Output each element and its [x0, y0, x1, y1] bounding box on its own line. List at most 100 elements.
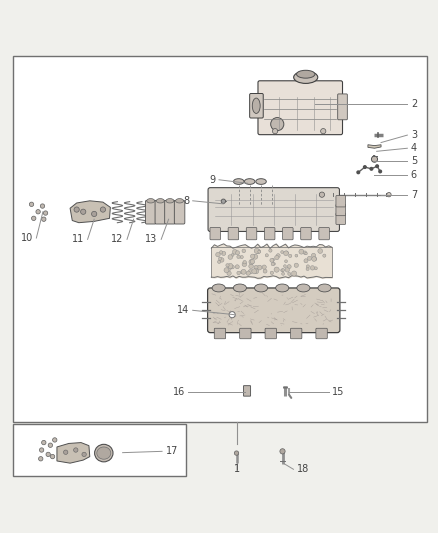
FancyBboxPatch shape: [246, 228, 257, 240]
Circle shape: [224, 268, 229, 273]
Circle shape: [233, 249, 237, 254]
Bar: [13, 424, 186, 476]
Ellipse shape: [318, 284, 331, 292]
FancyBboxPatch shape: [301, 228, 311, 240]
Circle shape: [323, 254, 326, 257]
Ellipse shape: [97, 447, 111, 459]
Circle shape: [307, 256, 311, 261]
Circle shape: [283, 265, 286, 268]
Circle shape: [243, 261, 246, 264]
Circle shape: [299, 249, 304, 254]
Circle shape: [306, 268, 309, 271]
Circle shape: [285, 251, 288, 255]
Text: 5: 5: [411, 156, 417, 166]
Ellipse shape: [256, 179, 266, 184]
Circle shape: [237, 255, 240, 259]
Circle shape: [312, 256, 316, 261]
FancyBboxPatch shape: [290, 328, 302, 339]
Circle shape: [272, 259, 275, 261]
Circle shape: [285, 260, 287, 263]
Ellipse shape: [233, 179, 244, 184]
Ellipse shape: [233, 284, 247, 292]
Circle shape: [305, 252, 307, 255]
Circle shape: [318, 249, 323, 253]
Circle shape: [29, 202, 34, 206]
Circle shape: [272, 128, 278, 134]
Circle shape: [254, 248, 259, 254]
FancyBboxPatch shape: [208, 188, 339, 231]
Circle shape: [42, 217, 46, 221]
Circle shape: [240, 255, 243, 259]
Ellipse shape: [252, 98, 260, 114]
FancyBboxPatch shape: [283, 228, 293, 240]
Circle shape: [219, 251, 223, 254]
Circle shape: [50, 455, 55, 459]
Circle shape: [274, 267, 279, 272]
FancyBboxPatch shape: [316, 328, 327, 339]
Ellipse shape: [293, 71, 318, 84]
Circle shape: [228, 263, 233, 269]
FancyBboxPatch shape: [250, 93, 263, 118]
Circle shape: [254, 265, 258, 269]
Polygon shape: [70, 201, 110, 223]
Circle shape: [249, 264, 253, 269]
Circle shape: [235, 265, 239, 269]
Circle shape: [282, 272, 285, 275]
Ellipse shape: [166, 199, 174, 203]
Circle shape: [271, 262, 274, 265]
Circle shape: [285, 268, 290, 272]
Circle shape: [237, 271, 240, 274]
Circle shape: [289, 254, 292, 257]
Text: 6: 6: [411, 169, 417, 180]
Circle shape: [306, 265, 310, 268]
FancyBboxPatch shape: [174, 200, 185, 224]
Circle shape: [226, 264, 229, 267]
Circle shape: [304, 259, 308, 263]
Text: 8: 8: [183, 196, 189, 206]
Text: 3: 3: [411, 130, 417, 140]
Circle shape: [287, 264, 291, 269]
Circle shape: [371, 156, 378, 162]
FancyBboxPatch shape: [265, 228, 275, 240]
Text: 9: 9: [209, 175, 215, 185]
Text: 13: 13: [145, 235, 158, 244]
Circle shape: [246, 271, 251, 275]
Circle shape: [215, 252, 220, 257]
Circle shape: [242, 262, 247, 266]
Ellipse shape: [244, 179, 255, 184]
Circle shape: [46, 452, 50, 457]
Circle shape: [241, 269, 246, 274]
FancyBboxPatch shape: [258, 81, 343, 135]
Circle shape: [314, 267, 317, 270]
FancyBboxPatch shape: [240, 328, 251, 339]
Circle shape: [250, 260, 254, 264]
FancyBboxPatch shape: [145, 200, 156, 224]
Circle shape: [219, 257, 222, 260]
Circle shape: [43, 211, 48, 215]
Circle shape: [240, 271, 244, 274]
Circle shape: [39, 457, 43, 461]
Circle shape: [92, 211, 97, 216]
Circle shape: [258, 250, 261, 253]
Circle shape: [221, 199, 226, 204]
Circle shape: [234, 451, 239, 455]
FancyBboxPatch shape: [210, 228, 220, 240]
Circle shape: [74, 448, 78, 452]
FancyBboxPatch shape: [265, 328, 276, 339]
Circle shape: [40, 204, 45, 208]
Ellipse shape: [95, 445, 113, 462]
Circle shape: [81, 209, 86, 214]
Text: 18: 18: [297, 464, 309, 474]
Ellipse shape: [297, 70, 315, 78]
FancyBboxPatch shape: [244, 386, 251, 396]
Circle shape: [228, 255, 233, 260]
Polygon shape: [57, 442, 90, 463]
Circle shape: [42, 440, 46, 445]
Circle shape: [262, 265, 266, 269]
Circle shape: [249, 260, 254, 264]
Circle shape: [357, 171, 360, 174]
Circle shape: [270, 271, 273, 274]
Circle shape: [236, 251, 240, 255]
Circle shape: [370, 167, 373, 170]
Circle shape: [311, 253, 316, 257]
